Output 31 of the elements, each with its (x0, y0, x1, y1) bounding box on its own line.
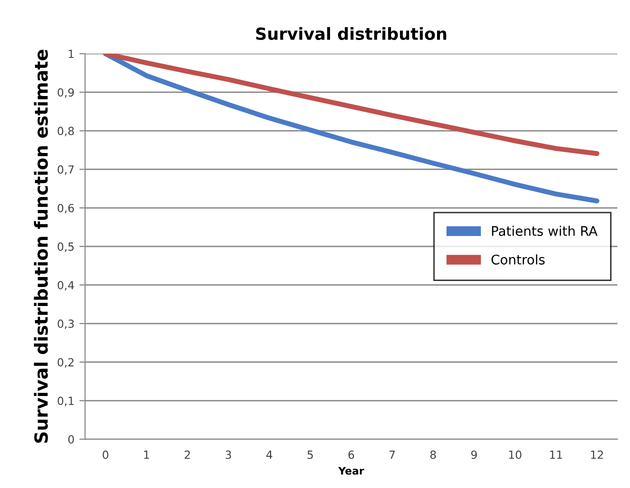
line-series (103, 54, 600, 204)
x-tick-label: 8 (430, 450, 436, 459)
x-tick-label: 7 (390, 450, 395, 459)
x-tick-label: 0 (102, 450, 108, 459)
chart-title: Survival distribution (256, 27, 446, 40)
y-tick-label: 0,8 (58, 126, 74, 136)
x-tick-label: 9 (471, 450, 477, 459)
y-tick-label: 0,5 (58, 242, 74, 252)
y-tick-label: 0,1 (58, 396, 74, 406)
legend-label: Controls (491, 254, 545, 265)
y-tick-label: 0,2 (58, 358, 74, 368)
y-tick-label: 1 (68, 50, 74, 58)
y-tick-label: 0 (68, 435, 74, 444)
y-tick-label: 0,4 (58, 280, 74, 291)
y-tick-label: 0,9 (58, 88, 74, 98)
x-tick-label: 10 (509, 450, 522, 459)
x-tick-label: 6 (348, 450, 354, 459)
x-tick-label: 11 (550, 450, 562, 459)
y-tick-label: 0,3 (58, 320, 74, 330)
x-axis-title: Year (338, 466, 364, 475)
x-tick-label: 2 (184, 450, 190, 459)
x-tick-label: 12 (591, 450, 603, 459)
y-tick-label: 0,7 (58, 165, 74, 175)
y-axis-title: Survival distribution function estimate (34, 50, 48, 443)
legend-label: Patients with RA (492, 226, 598, 236)
x-tick-label: 3 (226, 450, 232, 459)
x-tick-label: 5 (308, 450, 313, 459)
y-tick-label: 0,6 (58, 204, 74, 214)
x-tick-label: 4 (266, 450, 272, 459)
line-series (103, 54, 600, 156)
x-tick-label: 1 (144, 450, 149, 459)
